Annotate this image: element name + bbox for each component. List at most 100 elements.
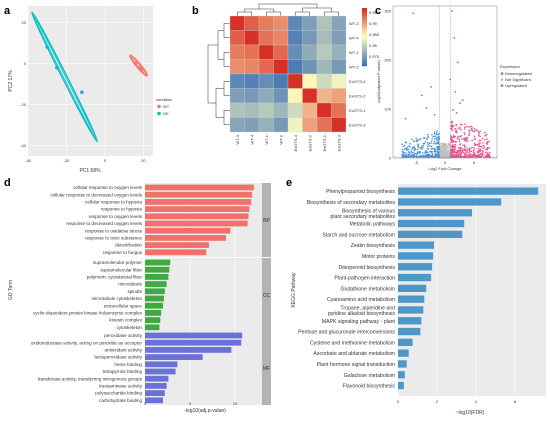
volcano-point-down	[419, 150, 421, 153]
pca-y-tick-label: 0	[24, 61, 27, 66]
heatmap-cell	[273, 30, 289, 46]
volcano-point-up	[477, 142, 480, 144]
go-term-label: cytoskeleton	[116, 325, 142, 330]
volcano-point-down	[437, 151, 439, 153]
volcano-point-down	[415, 152, 418, 155]
heatmap-row-label: ExGTS-4	[349, 79, 366, 84]
colorbar-segment	[362, 16, 367, 20]
heatmap-cell	[258, 88, 274, 104]
correlation-heatmap: WT-3 WT-4 WT-1 WT-2 ExGTS-4 ExGTS-2 ExGTS-1 ExG…	[207, 3, 380, 151]
go-bar	[145, 332, 243, 339]
volcano-point-down	[434, 149, 436, 151]
kegg-pathway-label-line: Tropane, piperidine and	[340, 306, 395, 312]
kegg-bar	[398, 317, 422, 325]
volcano-point-down	[413, 153, 416, 156]
volcano-point-down	[437, 152, 439, 155]
volcano-point-down	[407, 151, 410, 153]
pca-y-tick-label: -20	[20, 102, 27, 107]
kegg-bar	[398, 306, 424, 314]
heatmap-col-label: WT-3	[235, 134, 240, 144]
pca-y-axis-label: PC2 17%	[8, 70, 14, 92]
volcano-point-up	[484, 131, 486, 134]
go-term-label: response to oxygen levels	[89, 214, 143, 219]
volcano-point-ns	[444, 149, 447, 151]
go-bar	[145, 242, 209, 248]
heatmap-col-label: WT-2	[278, 134, 283, 144]
colorbar-segment	[362, 28, 367, 32]
go-term-label: cellular response to decreased oxygen le…	[50, 192, 142, 197]
volcano-point-down	[406, 146, 408, 149]
volcano-point-down	[436, 139, 438, 141]
volcano-point-up	[478, 134, 480, 137]
heatmap-cell	[258, 44, 274, 60]
kegg-x-axis-label: ~log10(FDR)	[456, 410, 485, 416]
dendrogram-branch	[223, 81, 230, 96]
kegg-pathway-label-line: Biosynthesis of various	[342, 208, 395, 214]
kegg-pathway-label-line: plant secondary metabolites	[330, 214, 395, 220]
go-facet-label: CC	[263, 293, 271, 299]
kegg-bar	[398, 252, 434, 260]
volcano-point-down	[413, 152, 416, 155]
volcano-point-down	[433, 131, 436, 133]
kegg-pathway-label: Diterpenoid biosynthesis	[338, 265, 395, 271]
volcano-point-up	[472, 151, 475, 154]
volcano-point-down	[410, 148, 412, 151]
go-term-label: heme binding	[114, 362, 142, 367]
colorbar-tick-label: 0.995	[369, 10, 380, 15]
volcano-point-up	[482, 147, 484, 150]
pca-plot-area	[28, 6, 153, 156]
panel-label-c: c	[375, 5, 381, 17]
go-term-label: kinesin complex	[109, 318, 142, 323]
volcano-point-down	[402, 150, 404, 153]
go-bar	[145, 259, 171, 266]
volcano-point-up	[468, 151, 470, 154]
go-bar	[145, 191, 253, 198]
dendrogram-branch	[302, 7, 332, 12]
volcano-point-down	[427, 148, 430, 150]
volcano-point-down	[433, 132, 436, 135]
kegg-bar	[398, 198, 502, 206]
volcano-point-down	[424, 156, 426, 158]
volcano-point-up	[456, 153, 458, 155]
volcano-point-ns	[448, 154, 451, 157]
volcano-point-up	[462, 99, 464, 102]
volcano-point-down	[409, 152, 411, 155]
volcano-point-down	[431, 153, 434, 156]
volcano-point-up	[453, 153, 455, 156]
heatmap-cell	[258, 102, 274, 118]
go-x-tick-label: 0	[144, 401, 147, 406]
heatmap-cell	[229, 102, 245, 118]
go-bar	[145, 390, 165, 396]
volcano-point-up	[459, 128, 461, 130]
pca-x-tick-label: 20	[141, 158, 146, 163]
volcano-point-up	[470, 147, 473, 149]
volcano-point-up	[450, 135, 452, 137]
volcano-point-up	[465, 125, 468, 128]
colorbar-segment	[362, 22, 367, 26]
volcano-point-up	[469, 156, 471, 158]
volcano-point-up	[463, 131, 466, 134]
volcano-point-down	[420, 147, 423, 150]
kegg-bar	[398, 230, 463, 238]
kegg-x-tick-label: 0	[397, 399, 400, 404]
go-term-label: response to hypoxia	[101, 207, 143, 212]
go-term-label: extracellular space	[104, 303, 143, 308]
go-term-label: polymeric cytoskeletal fiber	[87, 275, 143, 280]
volcano-x-tick-label: 5	[473, 160, 476, 165]
volcano-point-up	[467, 126, 470, 128]
heatmap-row-label: WT-1	[349, 50, 359, 55]
volcano-point-up	[456, 137, 459, 140]
colorbar-segment	[362, 13, 367, 17]
volcano-point-up	[454, 144, 457, 146]
heatmap-cell	[244, 88, 260, 104]
kegg-pathway-label: Plant hormone signal transduction	[317, 362, 396, 368]
kegg-pathway-label: Pentose and glucuronate interconversions	[298, 330, 395, 336]
dendrogram-branch	[223, 52, 230, 67]
go-term-label: lactoperoxidase activity	[95, 355, 143, 360]
heatmap-cell	[273, 73, 289, 89]
dendrogram-branch	[223, 110, 230, 125]
volcano-point-down	[418, 156, 421, 158]
volcano-point-ns	[445, 143, 448, 146]
volcano-point-up	[455, 141, 457, 143]
